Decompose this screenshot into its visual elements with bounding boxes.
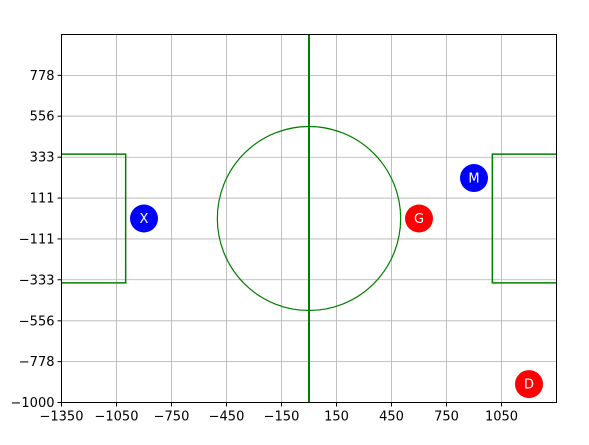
x-tick-label: −750 <box>154 410 190 425</box>
player-marker-m <box>460 164 488 193</box>
player-label-x: X <box>140 212 149 227</box>
right-goal-box <box>491 153 557 284</box>
player-label-g: G <box>414 212 424 227</box>
ticks-layer: −1350 −1050 −750 −450 −150 150 450 750 1050 −1000… <box>11 69 519 425</box>
player-marker-x <box>130 204 158 233</box>
player-marker-d <box>515 370 543 399</box>
y-tick-label: 111 <box>30 192 55 207</box>
x-tick-label: −1350 <box>40 410 84 425</box>
center-circle <box>216 125 402 312</box>
y-tick-label: −1000 <box>11 396 55 411</box>
field-layer <box>61 34 557 403</box>
x-tick-label: 750 <box>434 410 459 425</box>
points-layer: X M G D <box>130 164 543 399</box>
player-marker-g <box>405 204 433 233</box>
x-tick-label: 1050 <box>485 410 518 425</box>
y-tick-label: 333 <box>30 151 55 166</box>
x-tick-label: −1050 <box>95 410 139 425</box>
x-tick-label: −150 <box>264 410 300 425</box>
player-label-m: M <box>468 172 479 187</box>
y-tick-label: 778 <box>30 69 55 84</box>
y-tick-label: −778 <box>19 355 55 370</box>
x-tick-label: −450 <box>209 410 245 425</box>
y-tick-label: −333 <box>19 273 55 288</box>
y-tick-label: −556 <box>19 314 55 329</box>
y-tick-label: −111 <box>19 232 55 247</box>
player-label-d: D <box>524 378 534 393</box>
y-tick-label: 556 <box>30 110 55 125</box>
plot-frame <box>61 34 557 403</box>
x-tick-label: 150 <box>324 410 349 425</box>
x-tick-label: 450 <box>379 410 404 425</box>
left-goal-box <box>61 153 127 284</box>
